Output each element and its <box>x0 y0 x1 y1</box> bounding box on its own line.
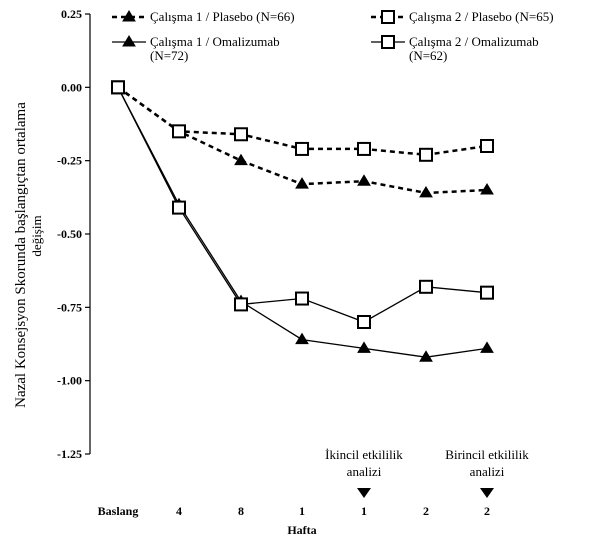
data-point <box>357 341 371 353</box>
annotation: Birincil etkililik analizi <box>445 447 529 498</box>
series-calisma1-plasebo <box>111 80 494 198</box>
x-axis-title: Hafta <box>287 523 316 537</box>
data-point <box>295 291 309 306</box>
legend-label: Çalışma 1 / Omalizumab <box>150 34 280 49</box>
x-tick-label: 4 <box>176 504 182 518</box>
down-triangle-icon <box>480 488 494 498</box>
legend-label-line2: (N=72) <box>150 48 188 63</box>
legend-entry: Çalışma 1 / Omalizumab(N=72) <box>112 34 280 63</box>
data-point <box>111 80 125 95</box>
down-triangle-icon <box>357 488 371 498</box>
annotation-label-line2: analizi <box>347 464 382 479</box>
x-tick-label: 8 <box>238 504 244 518</box>
y-axis-title: Nazal Konsejsyon Skorunda başlangıçtan o… <box>13 102 29 408</box>
x-tick-label: Baslang <box>98 504 139 518</box>
legend-label: Çalışma 2 / Plasebo (N=65) <box>409 9 554 24</box>
data-point <box>234 153 248 166</box>
x-tick-label: 1 <box>361 504 367 518</box>
legend-marker <box>381 10 395 24</box>
data-point <box>172 124 186 139</box>
y-tick-label: -0.75 <box>57 300 82 314</box>
data-point <box>357 315 371 329</box>
data-point <box>480 341 494 353</box>
data-point <box>419 350 433 362</box>
legend-label-line2: (N=62) <box>409 48 447 63</box>
series-calisma2-plasebo <box>111 80 494 162</box>
y-tick-label: -1.00 <box>57 374 82 388</box>
x-tick-label: 2 <box>484 504 490 518</box>
legend-entry: Çalışma 1 / Plasebo (N=66) <box>112 9 295 24</box>
y-axis-title-line2: değişim <box>29 215 44 256</box>
annotation: İkincil etkililik analizi <box>325 447 403 498</box>
series-calisma2-omalizumab <box>111 80 494 329</box>
series-calisma1-omalizumab <box>111 80 494 362</box>
legend-marker <box>122 10 136 22</box>
data-point <box>234 297 248 312</box>
series-line <box>117 86 488 195</box>
y-tick-label: -0.50 <box>57 227 82 241</box>
data-point <box>357 141 371 156</box>
y-tick-label: -0.25 <box>57 154 82 168</box>
x-tick-label: 1 <box>299 504 305 518</box>
legend-entry: Çalışma 2 / Omalizumab(N=62) <box>371 34 539 63</box>
annotation-label: Birincil etkililik <box>445 447 529 462</box>
data-point <box>234 127 248 142</box>
data-point <box>295 177 309 189</box>
y-tick-label: -1.25 <box>57 447 82 461</box>
legend-label: Çalışma 2 / Omalizumab <box>409 34 539 49</box>
legend-marker <box>122 35 136 47</box>
data-point <box>419 147 433 162</box>
legend: Çalışma 1 / Plasebo (N=66) Çalışma 2 / Pl… <box>112 9 554 63</box>
annotation-label: İkincil etkililik <box>325 447 403 462</box>
x-axis: Baslang 4 8 1 1 2 2 <box>98 504 490 518</box>
y-tick-label: 0.00 <box>61 80 82 94</box>
data-point <box>480 139 494 153</box>
data-point <box>357 174 371 186</box>
legend-entry: Çalışma 2 / Plasebo (N=65) <box>371 9 554 24</box>
data-point <box>480 285 494 300</box>
data-point <box>480 183 494 195</box>
data-point <box>419 185 433 198</box>
annotation-label-line2: analizi <box>470 464 505 479</box>
legend-label: Çalışma 1 / Plasebo (N=66) <box>150 9 295 24</box>
legend-marker <box>381 35 395 49</box>
data-point <box>295 332 309 345</box>
data-point <box>419 279 433 294</box>
y-tick-label: 0.25 <box>61 7 82 21</box>
data-point <box>295 141 309 156</box>
series-layer <box>111 80 494 362</box>
data-point <box>172 200 186 215</box>
x-tick-label: 2 <box>423 504 429 518</box>
y-axis: 0.25 0.00 -0.25 -0.50 -0.75 -1.00 -1.25 <box>57 7 91 461</box>
